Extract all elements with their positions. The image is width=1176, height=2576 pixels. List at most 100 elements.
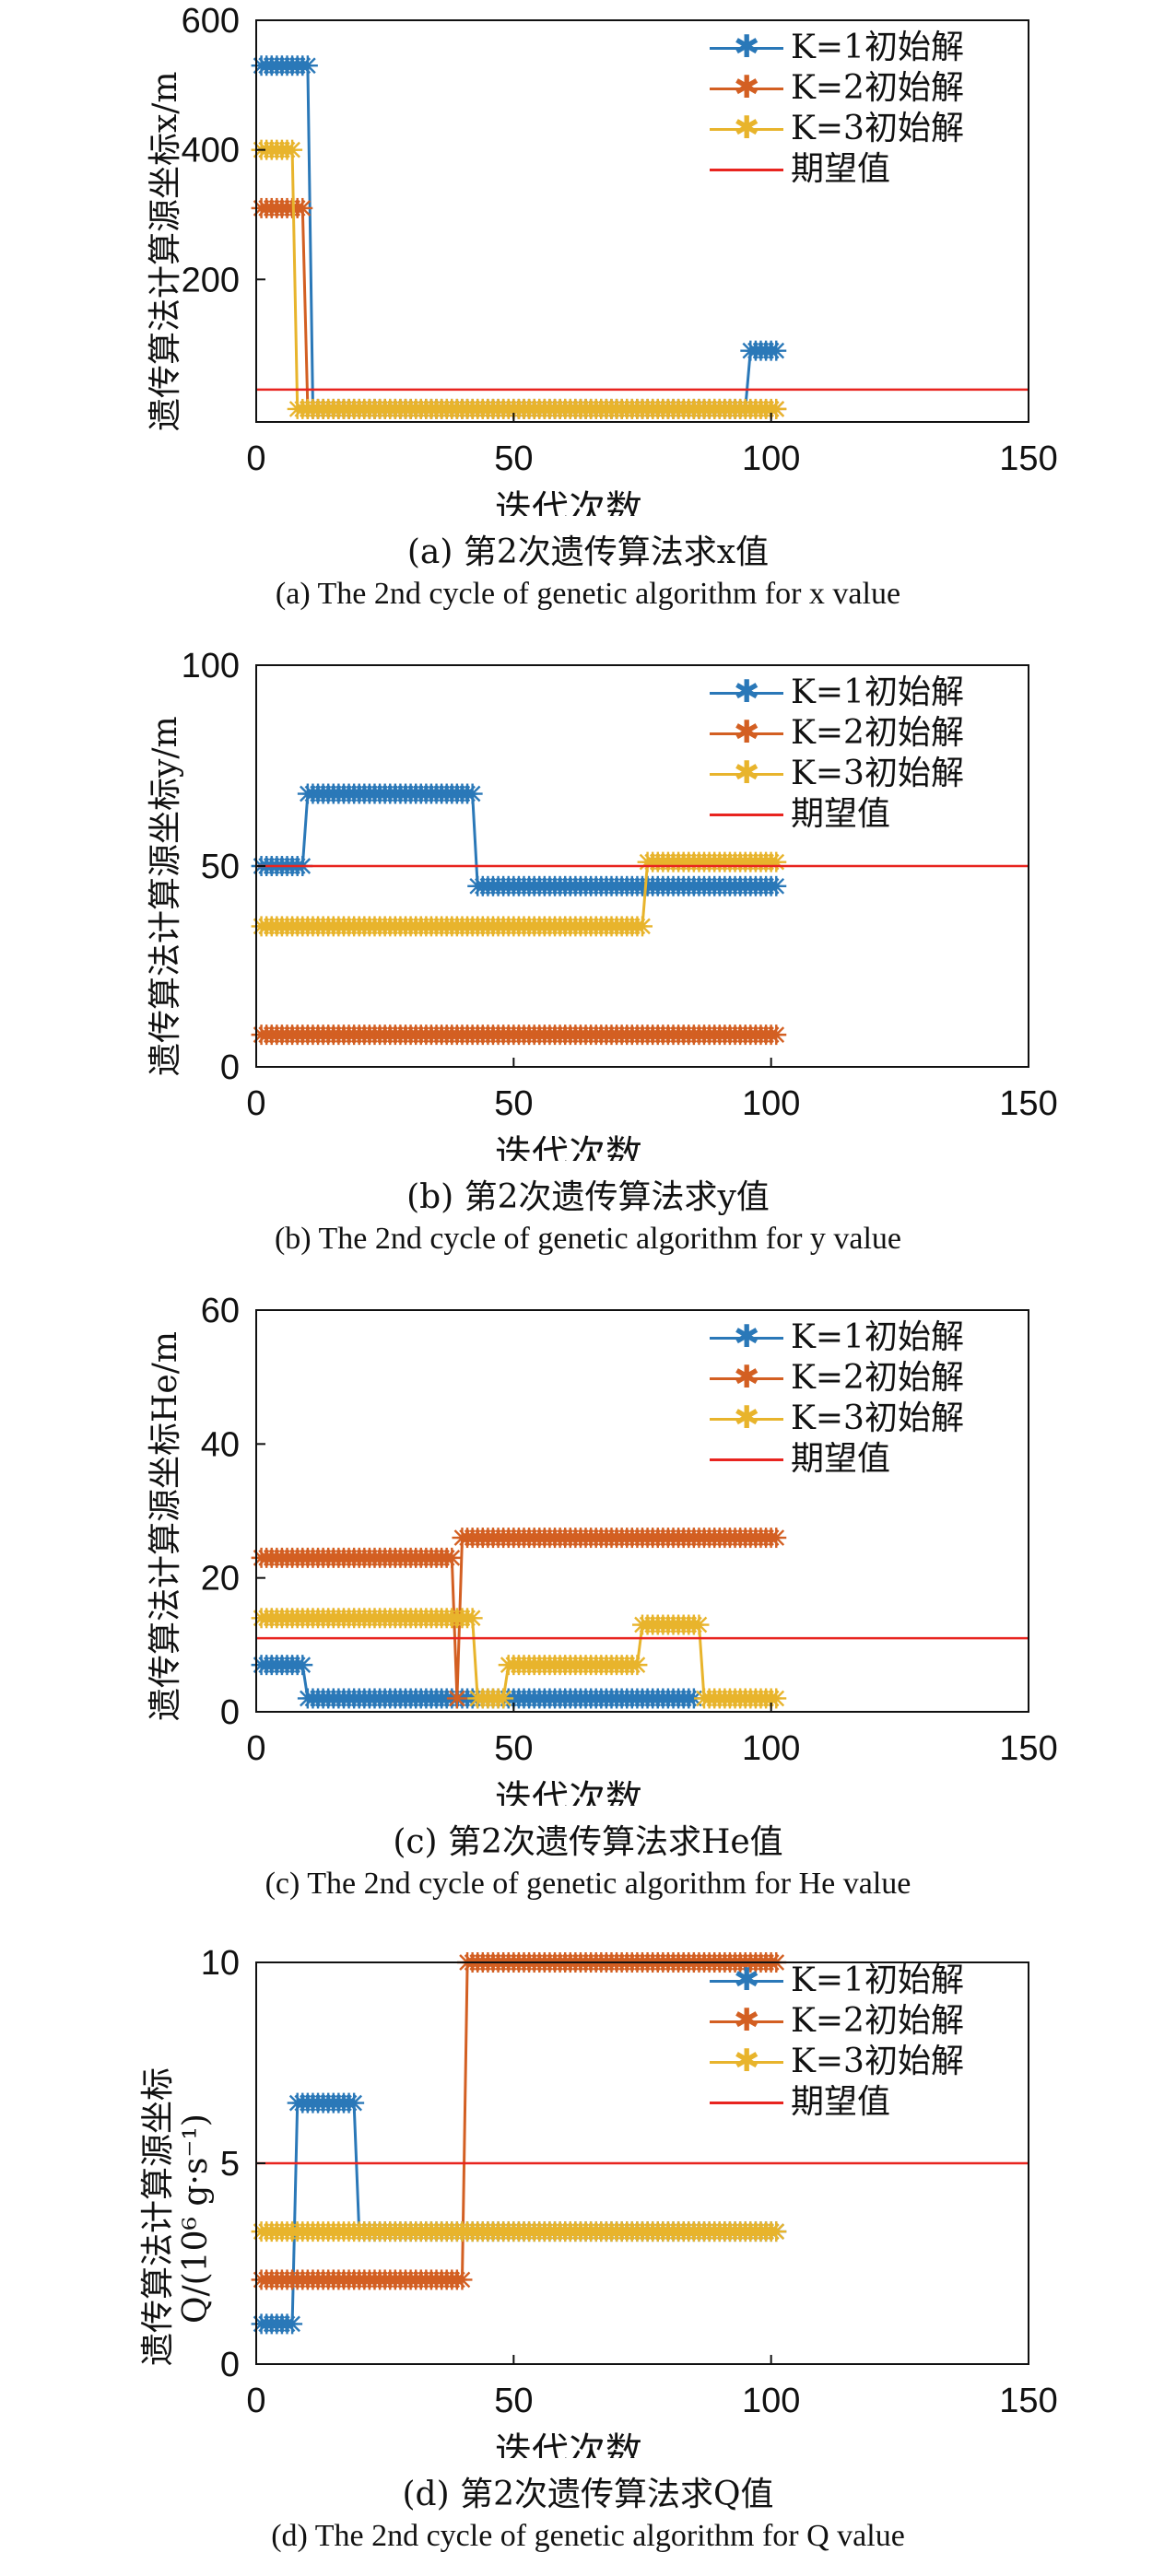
data-point — [493, 1688, 513, 1708]
data-point — [463, 1608, 483, 1628]
data-point — [766, 1025, 786, 1045]
series-line — [262, 208, 777, 409]
series-1 — [252, 2093, 787, 2335]
y-tick-label: 40 — [201, 1425, 240, 1464]
legend-line — [710, 169, 783, 171]
legend-item: 期望值 — [710, 1439, 964, 1480]
legend-marker-icon: ✱ — [710, 673, 783, 713]
y-tick-label: 0 — [220, 1693, 240, 1732]
y-axis-label: 遗传算法计算源坐标x/m — [138, 71, 186, 431]
data-point — [292, 198, 312, 218]
x-axis-label: 迭代次数 — [495, 1778, 642, 1806]
caption-en: (b) The 2nd cycle of genetic algorithm f… — [0, 1222, 1176, 1257]
y-tick-label: 200 — [182, 261, 240, 299]
legend-item: ✱ K=3初始解 — [710, 1399, 964, 1439]
legend-label: K=3初始解 — [791, 1399, 964, 1439]
legend-line — [710, 1458, 783, 1461]
x-tick-label: 150 — [999, 439, 1057, 478]
series-1 — [252, 784, 787, 896]
data-point — [766, 1528, 786, 1548]
legend-label: K=2初始解 — [791, 68, 964, 109]
y-axis-label: 遗传算法计算源坐标y/m — [138, 716, 186, 1076]
y-tick-label: 60 — [201, 1292, 240, 1330]
legend-line-icon — [710, 1439, 783, 1480]
y-tick-label: 100 — [182, 647, 240, 685]
legend-line — [710, 814, 783, 816]
x-tick-label: 100 — [742, 1084, 800, 1123]
data-point — [344, 2093, 364, 2113]
y-tick-label: 600 — [182, 2, 240, 41]
data-point — [632, 916, 653, 936]
x-tick-label: 50 — [494, 1084, 533, 1123]
caption-cn: (a) 第2次遗传算法求x值 — [0, 525, 1176, 573]
legend-label: K=1初始解 — [791, 673, 964, 713]
caption-en: (a) The 2nd cycle of genetic algorithm f… — [0, 577, 1176, 612]
x-axis-label: 迭代次数 — [495, 488, 642, 516]
legend-item: 期望值 — [710, 794, 964, 835]
legend-marker-icon: ✱ — [710, 28, 783, 68]
legend: ✱K=1初始解✱K=2初始解✱K=3初始解期望值 — [710, 28, 964, 190]
legend-marker-icon: ✱ — [710, 109, 783, 149]
y-axis-label: 遗传算法计算源坐标He/m — [138, 1331, 186, 1721]
y-tick-label: 0 — [220, 1048, 240, 1087]
caption-cn: (b) 第2次遗传算法求y值 — [0, 1170, 1176, 1218]
legend-item: 期望值 — [710, 149, 964, 190]
caption-cn: (c) 第2次遗传算法求He值 — [0, 1815, 1176, 1863]
x-tick-label: 0 — [246, 439, 265, 478]
data-point — [766, 1688, 786, 1708]
data-point — [766, 852, 786, 872]
series-line — [262, 65, 777, 409]
caption-en: (c) The 2nd cycle of genetic algorithm f… — [0, 1867, 1176, 1902]
legend-label: K=2初始解 — [791, 713, 964, 754]
legend-item: ✱K=2初始解 — [710, 68, 964, 109]
x-tick-label: 100 — [742, 439, 800, 478]
legend-label: K=3初始解 — [791, 109, 964, 149]
x-tick-label: 0 — [246, 1084, 265, 1123]
legend-label: 期望值 — [791, 794, 890, 835]
data-point — [447, 1688, 467, 1708]
legend-label: 期望值 — [791, 149, 890, 190]
data-point — [282, 140, 302, 160]
series-2 — [252, 1025, 787, 1045]
series-1 — [252, 55, 787, 419]
x-axis-label: 迭代次数 — [495, 1133, 642, 1161]
series-3 — [252, 140, 787, 419]
legend-label: K=2初始解 — [791, 1358, 964, 1399]
series-line — [262, 2103, 777, 2324]
data-point — [627, 1655, 647, 1675]
legend-label: K=1初始解 — [791, 1317, 964, 1358]
legend-item: ✱ K=1初始解 — [710, 673, 964, 713]
legend-label: K=1初始解 — [791, 28, 964, 68]
asterisk-icon: ✱ — [734, 673, 759, 710]
legend-line-icon — [710, 794, 783, 835]
x-tick-label: 150 — [999, 1729, 1057, 1768]
y-tick-label: 400 — [182, 132, 240, 170]
legend-marker-icon: ✱ — [710, 68, 783, 109]
x-tick-label: 100 — [742, 1729, 800, 1768]
legend-marker-icon: ✱ — [710, 1399, 783, 1439]
data-point — [688, 1615, 709, 1635]
y-tick-label: 20 — [201, 1560, 240, 1598]
asterisk-icon: ✱ — [734, 1399, 759, 1436]
legend-item: ✱K=1初始解 — [710, 1317, 964, 1358]
data-point — [766, 341, 786, 361]
legend: ✱K=1初始解✱K=2初始解✱K=3初始解期望值 — [710, 1317, 964, 1480]
data-point — [766, 399, 786, 419]
legend-marker-icon: ✱ — [710, 754, 783, 794]
legend-line-icon — [710, 149, 783, 190]
series-2 — [252, 198, 787, 419]
legend-marker-icon: ✱ — [710, 1358, 783, 1399]
y-tick-label: 50 — [201, 848, 240, 886]
asterisk-icon: ✱ — [734, 714, 759, 751]
data-point — [463, 784, 483, 804]
data-point — [282, 2313, 302, 2334]
x-tick-label: 50 — [494, 439, 533, 478]
legend-label: K=3初始解 — [791, 754, 964, 794]
legend-marker-icon: ✱ — [710, 713, 783, 754]
data-point — [292, 1655, 312, 1675]
x-tick-label: 0 — [246, 1729, 265, 1768]
asterisk-icon: ✱ — [734, 29, 759, 65]
legend-item: ✱ K=1初始解 — [710, 28, 964, 68]
